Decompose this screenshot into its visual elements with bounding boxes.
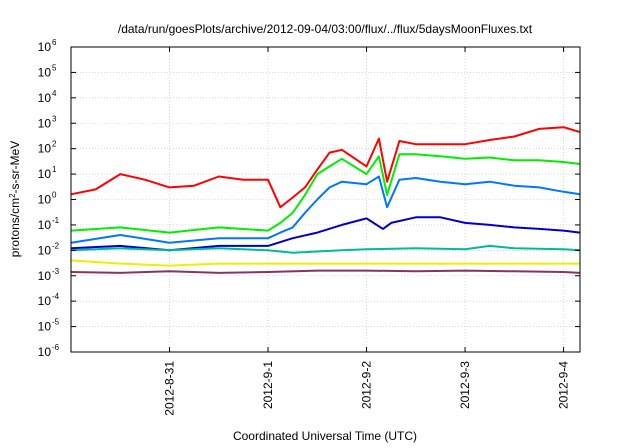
y-tick-label: 10 bbox=[38, 91, 52, 105]
chart-title: /data/run/goesPlots/archive/2012-09-04/0… bbox=[118, 22, 533, 36]
x-tick-label: 2012-9-1 bbox=[261, 361, 275, 409]
y-axis-label-sup: 2 bbox=[8, 193, 17, 198]
y-tick-label-exponent: -3 bbox=[52, 267, 60, 276]
series-line-1 bbox=[70, 126, 581, 209]
x-tick-label: 2012-8-31 bbox=[163, 361, 177, 416]
y-tick-label: 10 bbox=[38, 243, 52, 257]
series-group bbox=[70, 126, 581, 274]
y-tick-label: 10 bbox=[38, 193, 52, 207]
y-tick-label-exponent: -2 bbox=[52, 241, 60, 250]
y-tick-label: 10 bbox=[38, 167, 52, 181]
y-axis-label: protons/cm2-s-sr-MeV bbox=[8, 141, 23, 257]
series-line-7 bbox=[70, 269, 581, 274]
series-line-3 bbox=[70, 175, 581, 244]
y-tick-label: 10 bbox=[38, 218, 52, 232]
y-tick-label: 10 bbox=[38, 142, 52, 156]
y-tick-label: 10 bbox=[38, 269, 52, 283]
y-tick-label: 10 bbox=[38, 40, 52, 54]
series-line-5 bbox=[70, 244, 581, 254]
series-line-2 bbox=[70, 153, 581, 234]
series-line-4 bbox=[70, 216, 581, 252]
y-tick-label-exponent: 4 bbox=[52, 89, 57, 98]
x-tick-label: 2012-9-3 bbox=[458, 361, 472, 409]
series-line-6 bbox=[70, 259, 580, 267]
y-tick-label-exponent: -5 bbox=[52, 318, 60, 327]
y-tick-label-exponent: 0 bbox=[52, 191, 57, 200]
grid bbox=[71, 46, 580, 353]
y-tick-label-exponent: -4 bbox=[52, 292, 60, 301]
y-tick-label-exponent: 2 bbox=[52, 140, 57, 149]
x-axis-label: Coordinated Universal Time (UTC) bbox=[233, 429, 417, 443]
y-tick-label: 10 bbox=[38, 320, 52, 334]
x-tick-label: 2012-9-2 bbox=[360, 361, 374, 409]
y-tick-label: 10 bbox=[38, 116, 52, 130]
y-axis-label-rest: -s-sr-MeV bbox=[8, 141, 22, 194]
y-tick-label-exponent: 5 bbox=[52, 63, 57, 72]
y-tick-label-exponent: 3 bbox=[52, 114, 57, 123]
y-tick-label: 10 bbox=[38, 294, 52, 308]
y-tick-label-exponent: 1 bbox=[52, 165, 57, 174]
y-tick-label: 10 bbox=[38, 65, 52, 79]
x-axis-ticks: 2012-8-31 2012-9-1 2012-9-2 2012-9-3 2012-9-… bbox=[163, 47, 571, 416]
x-tick-label: 2012-9-4 bbox=[557, 361, 571, 409]
y-tick-label-exponent: -6 bbox=[52, 343, 60, 352]
y-tick-label-exponent: 6 bbox=[52, 38, 57, 47]
y-tick-label: 10 bbox=[38, 345, 52, 359]
y-axis-ticks: 10 -610 -510 -410 -310 -210 -110 010 110 210 310 41… bbox=[38, 38, 580, 359]
y-tick-label-exponent: -1 bbox=[52, 216, 60, 225]
y-axis-label-main: protons/cm bbox=[8, 198, 22, 257]
